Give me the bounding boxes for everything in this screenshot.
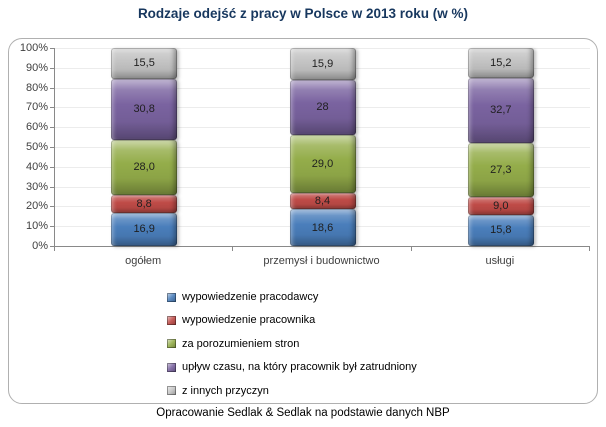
legend-label: z innych przyczyn <box>182 384 269 397</box>
bar-value-label: 27,3 <box>490 163 512 176</box>
y-axis-label: 80% <box>25 81 48 94</box>
bar-segment: 8,8 <box>111 195 178 213</box>
bar-segment: 15,5 <box>111 48 178 79</box>
bar-column: 15,8 9,0 27,3 32,7 15,2 <box>467 48 534 246</box>
legend-swatch <box>167 386 176 396</box>
x-tick-mark <box>410 247 412 251</box>
y-axis-label: 40% <box>25 160 48 173</box>
legend-label: wypowiedzenie pracodawcy <box>182 291 319 303</box>
x-tick-mark <box>54 247 55 251</box>
y-tick-mark <box>50 147 54 148</box>
bar-segment: 16,9 <box>111 212 178 246</box>
y-axis-label: 0% <box>32 240 48 252</box>
legend-label: za porozumieniem stron <box>182 337 300 350</box>
bar-segment: 15,2 <box>467 48 534 79</box>
y-tick-mark <box>50 166 54 168</box>
bar-segment: 29,0 <box>289 135 356 193</box>
y-tick-mark <box>50 226 54 228</box>
bar-segment: 30,8 <box>111 78 178 140</box>
bar-segment: 8,4 <box>289 192 356 210</box>
y-axis-label: 10% <box>25 220 48 233</box>
y-axis-label: 30% <box>25 180 48 193</box>
bar-value-label: 16,9 <box>133 223 155 236</box>
y-tick-mark <box>50 87 54 89</box>
legend-item: wypowiedzenie pracodawcy <box>167 289 318 305</box>
bar-value-label: 15,9 <box>311 57 334 70</box>
legend-item: za porozumieniem stron <box>167 336 299 352</box>
bar-segment: 32,7 <box>467 78 534 143</box>
y-axis-label: 60% <box>25 121 48 134</box>
bar-value-label: 32,7 <box>490 104 512 117</box>
bar-column: 16,9 8,8 28,0 30,8 15,5 <box>111 48 178 246</box>
bar-segment: 15,8 <box>467 214 534 246</box>
y-tick-mark <box>50 48 54 49</box>
legend-swatch <box>167 315 176 325</box>
y-tick-mark <box>50 107 54 109</box>
y-axis-label: 50% <box>25 141 48 153</box>
legend-item: wypowiedzenie pracownika <box>167 312 315 328</box>
bar-segment: 15,9 <box>289 48 356 80</box>
chart-box: 16,9 8,8 28,0 30,8 15,5 18,6 8,4 29,0 28 15,9 15,8… <box>8 38 598 404</box>
bar-segment: 28 <box>289 79 356 136</box>
bar-segment: 27,3 <box>467 142 534 197</box>
bar-value-label: 28,0 <box>133 161 155 174</box>
legend-item: upływ czasu, na który pracownik był zatr… <box>167 359 417 375</box>
y-axis-label: 70% <box>25 101 48 114</box>
x-tick-mark <box>232 247 234 251</box>
legend-swatch <box>167 339 176 349</box>
bar-segment: 9,0 <box>467 196 534 215</box>
bar-value-label: 9,0 <box>493 199 509 212</box>
y-axis-label: 100% <box>19 42 48 54</box>
y-tick-mark <box>50 127 54 129</box>
bar-value-label: 15,8 <box>490 224 512 237</box>
bar-column: 18,6 8,4 29,0 28 15,9 <box>289 48 356 246</box>
y-tick-mark <box>50 186 54 188</box>
legend-label: wypowiedzenie pracownika <box>182 314 316 327</box>
bar-segment: 28,0 <box>111 139 178 196</box>
bar-value-label: 28 <box>316 101 329 114</box>
y-axis-label: 90% <box>25 61 48 74</box>
legend-swatch <box>167 292 176 302</box>
x-tick-mark <box>589 247 590 251</box>
source-caption: Opracowanie Sedlak & Sedlak na podstawie… <box>156 407 450 419</box>
legend-item: z innych przyczyn <box>167 383 269 399</box>
legend-swatch <box>167 362 176 372</box>
x-axis-label: usługi <box>485 255 515 267</box>
bar-value-label: 15,2 <box>490 57 512 70</box>
plot-area: 16,9 8,8 28,0 30,8 15,5 18,6 8,4 29,0 28 15,9 15,8… <box>54 48 590 247</box>
y-tick-mark <box>50 246 54 247</box>
chart-title: Rodzaje odejść z pracy w Polsce w 2013 r… <box>137 6 469 21</box>
y-tick-mark <box>50 67 54 69</box>
bar-segment: 18,6 <box>289 209 356 246</box>
legend: wypowiedzenie pracodawcy wypowiedzenie pr… <box>167 289 587 411</box>
x-axis-label: przemysł i budownictwo <box>263 255 380 267</box>
bar-value-label: 15,5 <box>133 57 155 70</box>
bar-value-label: 30,8 <box>133 103 155 116</box>
y-axis-label: 20% <box>25 200 48 213</box>
y-tick-mark <box>50 206 54 208</box>
x-axis-label: ogółem <box>125 255 162 267</box>
bar-value-label: 8,4 <box>314 194 331 207</box>
bar-value-label: 18,6 <box>311 221 334 234</box>
bar-value-label: 8,8 <box>136 197 152 210</box>
legend-label: upływ czasu, na który pracownik był zatr… <box>182 361 417 374</box>
bar-value-label: 29,0 <box>311 157 334 170</box>
